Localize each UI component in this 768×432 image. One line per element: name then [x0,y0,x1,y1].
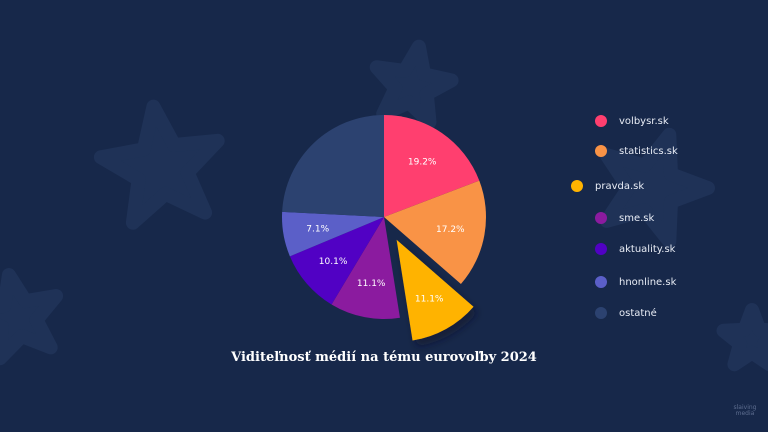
slice-label-statistics-sk: 17.2% [436,225,465,235]
legend-item: statistics.sk [595,141,678,161]
legend-item: ostatné [595,303,657,323]
legend-item: hnonline.sk [595,272,676,292]
background-star [93,99,225,230]
pie-slice-volbysr-sk [384,115,480,217]
legend-color-dot [595,115,607,127]
brand-line2: media [735,410,755,417]
legend-label: hnonline.sk [619,276,677,288]
legend-item: sme.sk [595,208,654,228]
background-star [716,303,768,372]
legend-label: aktuality.sk [619,243,676,255]
pie-slice-hnonline-sk [282,211,384,257]
slice-label-volbysr-sk: 19.2% [408,158,437,168]
legend-color-dot [571,180,583,192]
background-star [0,268,64,366]
pie-slice-sme-sk [331,217,400,319]
slice-label-pravda-sk: 11.1% [415,295,444,305]
legend-item: aktuality.sk [595,239,675,259]
chart-title: Viditeľnosť médií na tému eurovoľby 2024 [231,350,537,365]
legend-item: volbysr.sk [595,111,669,131]
background-star [369,39,459,129]
legend: volbysr.sk statistics.sk pravda.sk sme.sk ak… [567,108,757,328]
brand-line1: slaiving [733,404,757,411]
legend-label: statistics.sk [619,145,678,157]
legend-label: sme.sk [619,212,655,224]
slice-label-sme-sk: 11.1% [357,279,386,289]
legend-item: pravda.sk [571,176,644,196]
legend-color-dot [595,276,607,288]
pie-slice-statistics-sk [384,180,486,284]
legend-color-dot [595,307,607,319]
pie-slice-ostatn- [282,115,384,217]
legend-color-dot [595,243,607,255]
brand-logo: slaiving media [728,405,762,417]
pie-slice-aktuality-sk [289,217,384,305]
legend-label: ostatné [619,307,657,319]
pie-slice-pravda-sk [396,239,474,341]
legend-color-dot [595,212,607,224]
slice-label-hnonline-sk: 7.1% [306,225,329,235]
legend-label: volbysr.sk [619,115,669,127]
background-star [599,127,715,249]
legend-label: pravda.sk [595,180,645,192]
slice-label-aktuality-sk: 10.1% [319,257,348,267]
legend-color-dot [595,145,607,157]
